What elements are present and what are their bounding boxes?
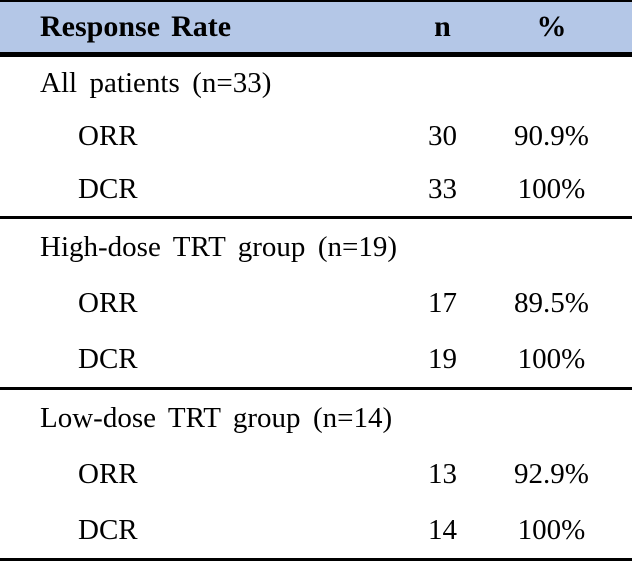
row-pct-value: 100% [517,173,586,205]
row-n-value: 19 [428,342,457,375]
section-high-dose-trt: High-dose TRT group (n=19) ORR 17 89.5% … [0,217,632,389]
group-label: High-dose TRT group (n=19) [40,230,398,263]
column-header-percent: % [485,1,632,57]
table-header-row: Response Rate n % [0,1,632,57]
table-row: DCR 19 100% [0,331,632,389]
response-rate-table: Response Rate n % All patients (n=33) OR… [0,0,632,561]
row-n-value: 33 [428,173,457,205]
column-header-response-rate: Response Rate [0,1,400,57]
row-n-value: 13 [428,457,457,490]
row-pct-value: 90.9% [514,120,589,152]
row-label: ORR [78,286,138,319]
table-row: ORR 30 90.9% [0,110,632,163]
group-row: Low-dose TRT group (n=14) [0,389,632,447]
row-pct-value: 92.9% [514,457,589,490]
row-label: DCR [78,513,138,546]
table-row: ORR 17 89.5% [0,275,632,331]
row-label: ORR [78,457,138,490]
table-row: DCR 33 100% [0,163,632,218]
row-n-value: 17 [428,286,457,319]
column-header-n: n [400,1,485,57]
row-label: DCR [78,173,138,205]
group-label: Low-dose TRT group (n=14) [40,401,393,434]
group-row: All patients (n=33) [0,55,632,111]
row-n-value: 14 [428,513,457,546]
group-label: All patients (n=33) [40,67,272,99]
row-pct-value: 89.5% [514,286,589,319]
section-all-patients: All patients (n=33) ORR 30 90.9% DCR 33 … [0,55,632,218]
group-row: High-dose TRT group (n=19) [0,218,632,276]
table-row: ORR 13 92.9% [0,446,632,502]
table-row: DCR 14 100% [0,502,632,560]
section-low-dose-trt: Low-dose TRT group (n=14) ORR 13 92.9% D… [0,388,632,560]
row-label: DCR [78,342,138,375]
row-label: ORR [78,120,138,152]
row-n-value: 30 [428,120,457,152]
row-pct-value: 100% [517,342,586,375]
row-pct-value: 100% [517,513,586,546]
